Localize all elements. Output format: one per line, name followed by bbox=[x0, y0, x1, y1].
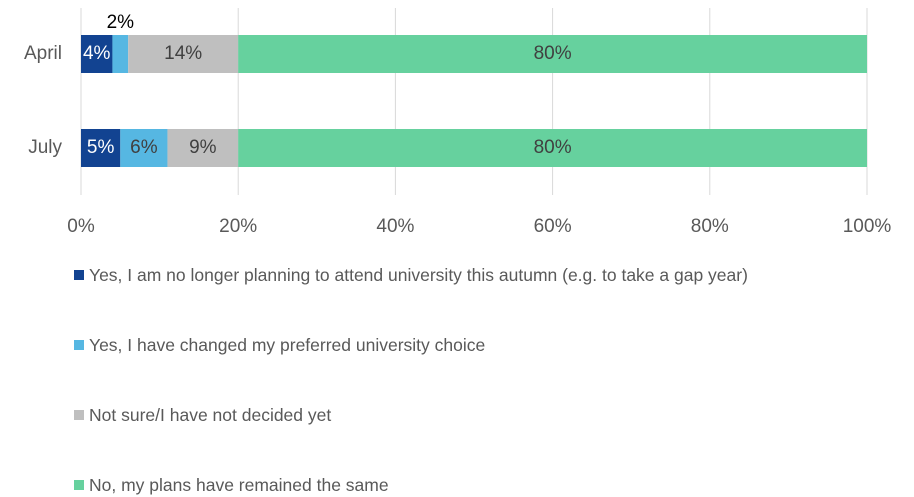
value-label: 80% bbox=[534, 43, 572, 64]
legend-item: No, my plans have remained the same bbox=[74, 474, 874, 497]
value-label: 4% bbox=[83, 43, 111, 64]
legend-item: Yes, I have changed my preferred univers… bbox=[74, 334, 874, 357]
legend-swatch bbox=[74, 270, 84, 280]
x-tick-label: 80% bbox=[691, 216, 729, 237]
category-label: April bbox=[24, 43, 62, 64]
category-label: July bbox=[28, 137, 62, 158]
value-label: 80% bbox=[534, 137, 572, 158]
legend-swatch bbox=[74, 480, 84, 490]
legend-label: No, my plans have remained the same bbox=[89, 475, 389, 495]
x-tick-label: 0% bbox=[67, 216, 95, 237]
bar-segment bbox=[120, 129, 168, 167]
legend-label: Yes, I am no longer planning to attend u… bbox=[89, 265, 748, 285]
bar-segment bbox=[238, 129, 867, 167]
x-tick-label: 40% bbox=[376, 216, 414, 237]
bar-segment bbox=[167, 129, 239, 167]
value-label: 6% bbox=[130, 137, 158, 158]
bar-segment bbox=[81, 35, 113, 73]
x-tick-label: 100% bbox=[843, 216, 892, 237]
value-label: 5% bbox=[87, 137, 115, 158]
x-tick-label: 60% bbox=[534, 216, 572, 237]
bar-segment bbox=[112, 35, 129, 73]
legend-swatch bbox=[74, 340, 84, 350]
legend-item: Yes, I am no longer planning to attend u… bbox=[74, 264, 874, 287]
value-label: 14% bbox=[164, 43, 202, 64]
bar-segment bbox=[128, 35, 239, 73]
legend-swatch bbox=[74, 410, 84, 420]
value-label: 9% bbox=[189, 137, 217, 158]
x-tick-label: 20% bbox=[219, 216, 257, 237]
bar-segment bbox=[81, 129, 121, 167]
legend-item: Not sure/I have not decided yet bbox=[74, 404, 874, 427]
legend-label: Yes, I have changed my preferred univers… bbox=[89, 335, 486, 355]
legend-label: Not sure/I have not decided yet bbox=[89, 405, 332, 425]
bar-segment bbox=[238, 35, 867, 73]
value-label: 2% bbox=[107, 12, 135, 33]
